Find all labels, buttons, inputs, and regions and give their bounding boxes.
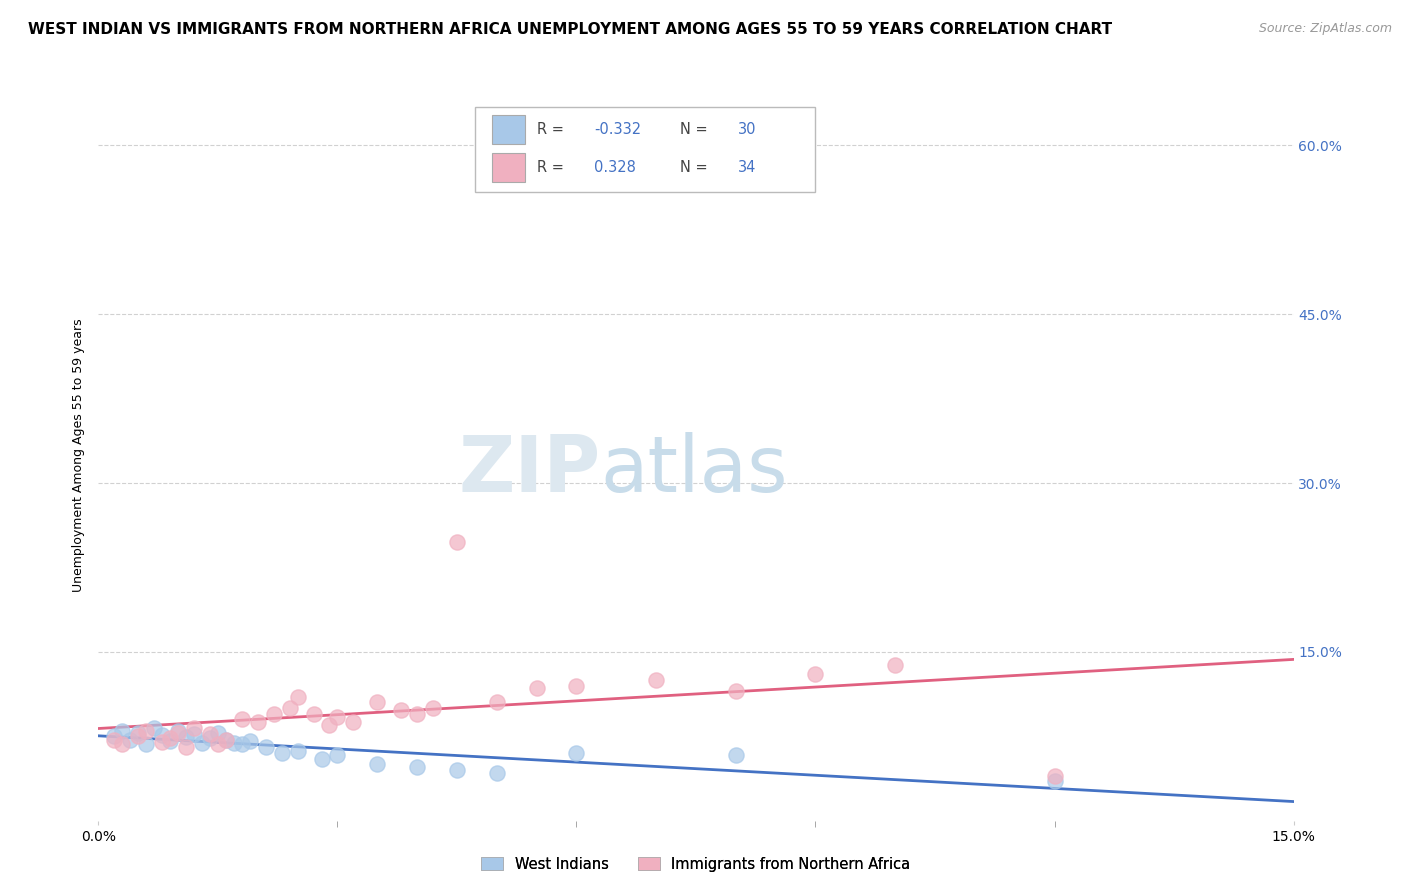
Point — [231, 712, 253, 726]
Point — [207, 737, 229, 751]
Point — [485, 696, 508, 710]
Point — [111, 723, 134, 738]
Point — [120, 732, 142, 747]
FancyBboxPatch shape — [492, 115, 524, 145]
Point — [198, 727, 221, 741]
Point — [246, 714, 269, 729]
FancyBboxPatch shape — [492, 153, 524, 182]
Point — [103, 729, 125, 743]
Text: atlas: atlas — [600, 432, 787, 508]
Point — [446, 534, 468, 549]
Point — [1043, 774, 1066, 789]
Point — [127, 729, 149, 743]
Text: WEST INDIAN VS IMMIGRANTS FROM NORTHERN AFRICA UNEMPLOYMENT AMONG AGES 55 TO 59 : WEST INDIAN VS IMMIGRANTS FROM NORTHERN … — [28, 22, 1112, 37]
Text: N =: N = — [681, 122, 713, 137]
Point — [159, 731, 181, 746]
FancyBboxPatch shape — [475, 108, 815, 192]
Point — [311, 752, 333, 766]
Y-axis label: Unemployment Among Ages 55 to 59 years: Unemployment Among Ages 55 to 59 years — [72, 318, 86, 591]
Point — [645, 673, 668, 687]
Point — [270, 746, 292, 760]
Point — [127, 726, 149, 740]
Point — [222, 736, 245, 750]
Point — [1043, 769, 1066, 783]
Point — [231, 737, 253, 751]
Point — [215, 732, 238, 747]
Text: N =: N = — [681, 160, 713, 175]
Point — [143, 722, 166, 736]
Point — [278, 701, 301, 715]
Point — [263, 706, 285, 721]
Point — [150, 728, 173, 742]
Point — [422, 701, 444, 715]
Point — [389, 703, 412, 717]
Point — [318, 718, 340, 732]
Point — [239, 733, 262, 747]
Point — [254, 740, 277, 755]
Point — [302, 706, 325, 721]
Point — [150, 735, 173, 749]
Point — [326, 748, 349, 763]
Point — [174, 731, 197, 745]
Point — [191, 736, 214, 750]
Point — [804, 667, 827, 681]
Point — [884, 658, 907, 673]
Text: 0.328: 0.328 — [595, 160, 637, 175]
Point — [724, 684, 747, 698]
Point — [446, 763, 468, 777]
Point — [565, 679, 588, 693]
Point — [526, 681, 548, 695]
Text: Source: ZipAtlas.com: Source: ZipAtlas.com — [1258, 22, 1392, 36]
Point — [406, 759, 429, 773]
Point — [287, 690, 309, 704]
Point — [135, 723, 157, 738]
Point — [366, 757, 388, 772]
Point — [174, 740, 197, 755]
Text: 30: 30 — [738, 122, 756, 137]
Point — [198, 731, 221, 746]
Legend: West Indians, Immigrants from Northern Africa: West Indians, Immigrants from Northern A… — [474, 849, 918, 880]
Text: R =: R = — [537, 122, 568, 137]
Point — [135, 737, 157, 751]
Point — [167, 726, 190, 740]
Text: 34: 34 — [738, 160, 756, 175]
Point — [207, 726, 229, 740]
Point — [215, 732, 238, 747]
Point — [406, 706, 429, 721]
Text: ZIP: ZIP — [458, 432, 600, 508]
Point — [287, 744, 309, 758]
Point — [326, 710, 349, 724]
Point — [111, 737, 134, 751]
Point — [485, 766, 508, 780]
Point — [167, 723, 190, 738]
Point — [342, 714, 364, 729]
Text: R =: R = — [537, 160, 568, 175]
Point — [183, 727, 205, 741]
Point — [103, 732, 125, 747]
Text: -0.332: -0.332 — [595, 122, 641, 137]
Point — [724, 748, 747, 763]
Point — [183, 722, 205, 736]
Point — [366, 696, 388, 710]
Point — [159, 733, 181, 747]
Point — [565, 746, 588, 760]
